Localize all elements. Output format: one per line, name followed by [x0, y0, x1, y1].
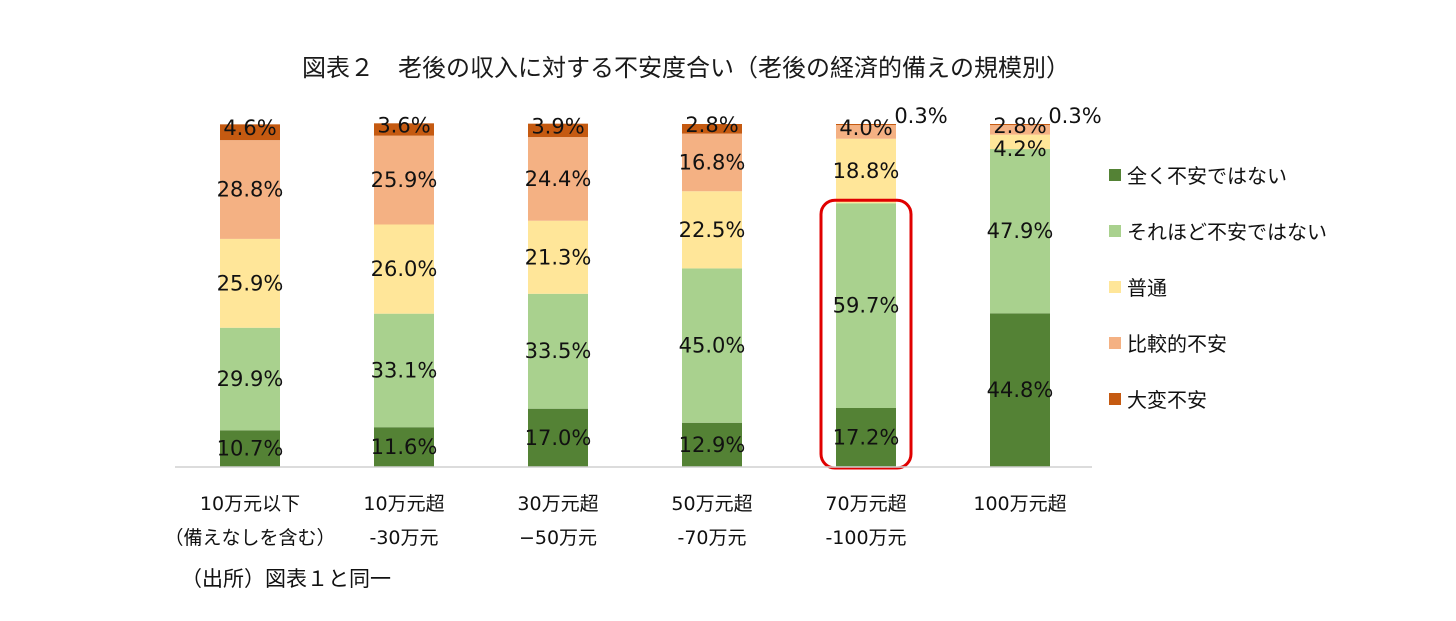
bar-segment-6-2 — [990, 149, 1050, 314]
bar-segment-2-1 — [374, 427, 434, 467]
category-label-1-line-2: （備えなしを含む） — [164, 527, 335, 549]
bar-segment-2-3 — [374, 224, 434, 314]
category-label-4-line-1: 50万元超 — [671, 493, 752, 515]
category-label-4-line-2: -70万元 — [677, 527, 746, 549]
bars-group: 10.7% 29.9% 25.9% 28.8% 4.6% 11.6% 33.1% 26.0% 2… — [217, 104, 1102, 470]
bar-segment-5-4 — [836, 125, 896, 139]
data-label-6-1: 44.8% — [987, 378, 1054, 402]
legend-label-5: 大変不安 — [1127, 388, 1207, 412]
bar-segment-5-5 — [836, 124, 896, 126]
bar-segment-6-1 — [990, 313, 1050, 467]
legend-swatch-5 — [1109, 393, 1121, 405]
chart-title: 図表２ 老後の収入に対する不安度合い（老後の経済的備えの規模別） — [302, 54, 1070, 82]
data-label-3-3: 21.3% — [525, 245, 592, 269]
data-label-3-5: 3.9% — [531, 114, 584, 138]
source-note: （出所）図表１と同一 — [181, 567, 391, 591]
category-label-6-line-1: 100万元超 — [973, 493, 1066, 515]
data-label-1-2: 29.9% — [217, 367, 284, 391]
category-label-2-line-1: 10万元超 — [363, 493, 444, 515]
data-label-1-3: 25.9% — [217, 271, 284, 295]
data-label-2-2: 33.1% — [371, 358, 438, 382]
data-label-4-5: 2.8% — [685, 113, 738, 137]
data-label-3-1: 17.0% — [525, 426, 592, 450]
data-label-5-4: 4.0% — [839, 116, 892, 140]
data-label-6-5: 0.3% — [1048, 104, 1101, 128]
data-label-2-4: 25.9% — [371, 168, 438, 192]
legend-swatch-2 — [1109, 225, 1121, 237]
bar-segment-4-3 — [682, 191, 742, 269]
data-label-3-2: 33.5% — [525, 339, 592, 363]
data-label-6-3: 4.2% — [993, 137, 1046, 161]
data-label-3-4: 24.4% — [525, 167, 592, 191]
bar-segment-5-1 — [836, 408, 896, 467]
bar-segment-2-2 — [374, 313, 434, 428]
bar-segment-1-3 — [220, 238, 280, 328]
bar-segment-4-4 — [682, 133, 742, 192]
highlight-box — [819, 198, 913, 470]
legend-label-1: 全く不安ではない — [1127, 164, 1287, 188]
data-label-2-1: 11.6% — [371, 435, 438, 459]
bar-segment-3-4 — [528, 137, 588, 221]
legend-label-3: 普通 — [1127, 276, 1167, 300]
category-label-1-line-1: 10万元以下 — [200, 493, 300, 515]
data-label-4-4: 16.8% — [679, 150, 746, 174]
bar-segment-1-2 — [220, 327, 280, 431]
category-label-5-line-1: 70万元超 — [825, 493, 906, 515]
data-label-1-1: 10.7% — [217, 437, 284, 461]
data-label-1-4: 28.8% — [217, 178, 284, 202]
bar-segment-1-5 — [220, 124, 280, 141]
bar-segment-6-3 — [990, 134, 1050, 150]
data-label-5-1: 17.2% — [833, 426, 900, 450]
bar-segment-4-5 — [682, 124, 742, 134]
category-label-2-line-2: -30万元 — [369, 527, 438, 549]
data-label-4-3: 22.5% — [679, 218, 746, 242]
bar-segment-1-1 — [220, 430, 280, 467]
bar-segment-5-3 — [836, 138, 896, 204]
bar-segment-4-1 — [682, 422, 742, 467]
bar-segment-3-2 — [528, 293, 588, 409]
bar-segment-5-2 — [836, 203, 896, 409]
data-label-5-3: 18.8% — [833, 159, 900, 183]
bar-segment-4-2 — [682, 268, 742, 423]
legend-swatch-3 — [1109, 281, 1121, 293]
bar-segment-3-3 — [528, 220, 588, 294]
data-label-2-3: 26.0% — [371, 257, 438, 281]
data-label-5-5: 0.3% — [894, 104, 947, 128]
data-label-4-2: 45.0% — [679, 334, 746, 358]
data-label-6-2: 47.9% — [987, 219, 1054, 243]
bar-segment-2-5 — [374, 123, 434, 136]
data-label-5-2: 59.7% — [833, 294, 900, 318]
category-label-5-line-2: -100万元 — [825, 527, 906, 549]
data-label-1-5: 4.6% — [223, 116, 276, 140]
category-label-3-line-1: 30万元超 — [517, 493, 598, 515]
legend-label-4: 比較的不安 — [1127, 332, 1227, 356]
data-label-6-4: 2.8% — [993, 114, 1046, 138]
data-label-4-1: 12.9% — [679, 433, 746, 457]
bar-segment-6-5 — [990, 124, 1050, 126]
bar-segment-1-4 — [220, 140, 280, 239]
category-label-3-line-2: −50万元 — [519, 527, 597, 549]
category-labels: 10万元以下 （備えなしを含む） 10万元超 -30万元 30万元超 −50万元 50万元超… — [164, 493, 1066, 549]
legend-label-2: それほど不安ではない — [1127, 220, 1327, 244]
bar-segment-6-4 — [990, 125, 1050, 135]
legend-swatch-1 — [1109, 169, 1121, 181]
legend-swatch-4 — [1109, 337, 1121, 349]
bar-segment-2-4 — [374, 135, 434, 225]
bar-segment-3-1 — [528, 408, 588, 467]
data-label-2-5: 3.6% — [377, 113, 430, 137]
bar-segment-3-5 — [528, 123, 588, 138]
